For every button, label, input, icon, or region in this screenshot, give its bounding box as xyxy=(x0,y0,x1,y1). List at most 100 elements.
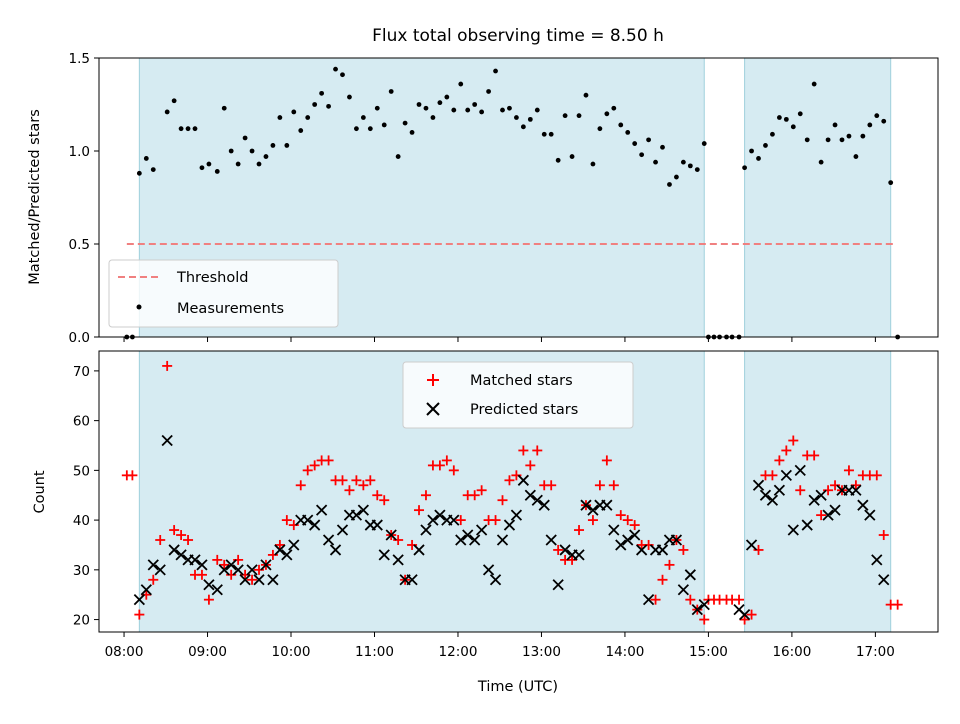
predicted-star-point xyxy=(413,544,425,556)
measurement-point xyxy=(451,107,457,113)
predicted-star-point xyxy=(871,554,883,566)
measurement-point xyxy=(749,148,754,154)
predicted-star-point xyxy=(573,549,585,561)
matched-star-point xyxy=(379,495,390,506)
predicted-star-point xyxy=(677,584,690,596)
predicted-star-point xyxy=(738,608,751,621)
measurement-point xyxy=(611,105,617,111)
measurement-point xyxy=(388,89,394,94)
matched-star-point xyxy=(169,525,180,536)
matched-star-point xyxy=(441,455,452,466)
predicted-star-point xyxy=(455,534,467,546)
measurement-point xyxy=(326,103,331,109)
y-tick-label: 70 xyxy=(73,364,90,380)
measurement-point xyxy=(298,128,304,133)
matched-star-point xyxy=(622,515,633,526)
predicted-star-point xyxy=(496,534,509,546)
top-y-axis-label: Matched/Predicted stars xyxy=(27,109,43,285)
matched-star-point xyxy=(650,594,661,605)
matched-star-point xyxy=(141,589,152,600)
measurement-point xyxy=(256,161,262,167)
matched-star-point xyxy=(365,475,376,486)
measurement-point xyxy=(825,137,831,143)
matched-star-point xyxy=(553,544,564,555)
matched-star-point xyxy=(295,480,306,491)
predicted-star-point xyxy=(622,534,634,546)
measurement-point xyxy=(694,167,700,173)
predicted-star-point xyxy=(385,529,397,541)
matched-star-point xyxy=(288,520,299,531)
predicted-star-point xyxy=(232,564,244,576)
measurement-point xyxy=(249,148,255,154)
matched-star-point xyxy=(183,534,194,545)
predicted-star-point xyxy=(684,569,696,581)
matched-star-point xyxy=(281,515,292,526)
x-tick-label: 17:00 xyxy=(856,644,895,660)
predicted-star-point xyxy=(587,504,599,516)
predicted-star-point xyxy=(427,514,439,526)
x-tick-label: 13:00 xyxy=(522,644,561,660)
y-tick-label: 0.5 xyxy=(69,237,90,253)
predicted-star-point xyxy=(752,479,765,491)
predicted-star-point xyxy=(580,499,592,511)
y-tick-label: 40 xyxy=(73,513,90,529)
predicted-star-point xyxy=(448,514,460,526)
measurement-point xyxy=(763,143,768,148)
measurement-point xyxy=(680,159,686,165)
predicted-star-point xyxy=(864,509,876,521)
matched-star-point xyxy=(203,594,214,605)
matched-star-point xyxy=(816,510,827,521)
legend-measurements-swatch xyxy=(136,304,142,310)
measurement-point xyxy=(242,135,248,141)
measurement-point xyxy=(305,115,311,120)
measurement-point xyxy=(277,115,283,120)
predicted-star-point xyxy=(161,434,173,447)
predicted-star-point xyxy=(140,584,152,596)
measurement-point xyxy=(888,180,894,186)
x-tick-label: 16:00 xyxy=(772,644,811,660)
matched-star-point xyxy=(699,614,710,625)
predicted-star-point xyxy=(656,544,669,556)
measurement-point xyxy=(150,167,156,173)
predicted-star-point xyxy=(253,574,265,586)
measurement-point xyxy=(395,154,401,159)
matched-star-point xyxy=(525,460,536,471)
measurement-point xyxy=(291,109,297,115)
top-panel: 0.0 0.5 1.0 1.5 Matched/Predicted stars Thr… xyxy=(27,51,939,346)
matched-star-point xyxy=(490,515,501,526)
matched-star-point xyxy=(323,455,334,466)
predicted-star-point xyxy=(475,524,488,536)
predicted-star-point xyxy=(203,579,215,591)
measurement-point xyxy=(416,102,422,107)
predicted-star-point xyxy=(636,544,648,556)
matched-star-point xyxy=(767,470,778,481)
matched-star-point xyxy=(134,609,145,620)
matched-star-point xyxy=(753,544,764,555)
predicted-star-point xyxy=(218,564,230,576)
measurement-point xyxy=(520,124,526,130)
measurement-point xyxy=(472,102,478,107)
predicted-star-point xyxy=(189,554,201,566)
bottom-panel: 20 30 40 50 60 70 08:00 09:00 10:00 11:00 12:00 13… xyxy=(32,350,939,695)
matched-star-point xyxy=(892,599,903,610)
measurement-point xyxy=(569,154,575,159)
observing-window xyxy=(744,57,892,338)
predicted-star-point xyxy=(552,579,564,591)
measurement-point xyxy=(548,131,554,137)
measurement-point xyxy=(143,156,149,161)
predicted-star-point xyxy=(822,509,834,521)
measurement-point xyxy=(846,133,852,139)
bottom-legend-frame xyxy=(402,361,634,429)
measurement-point xyxy=(541,131,547,137)
y-tick-label: 1.5 xyxy=(69,51,90,67)
predicted-star-point xyxy=(510,509,523,521)
measurement-point xyxy=(479,109,485,115)
matched-star-point xyxy=(511,470,522,481)
predicted-star-point xyxy=(133,594,145,606)
predicted-star-point xyxy=(759,489,772,501)
top-axes-frame xyxy=(98,57,939,338)
predicted-star-point xyxy=(288,539,300,551)
y-tick-label: 20 xyxy=(73,613,90,629)
measurement-point xyxy=(756,156,761,161)
